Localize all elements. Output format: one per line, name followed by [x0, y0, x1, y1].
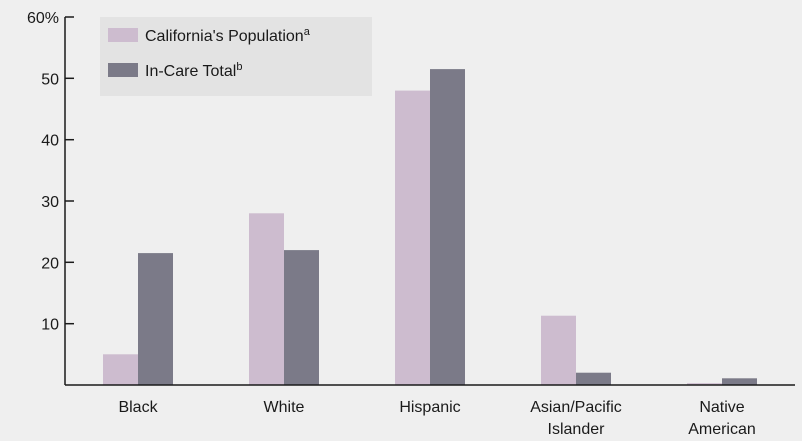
x-tick-label-5-line1: Native — [699, 399, 744, 416]
bar-series1-cat3 — [395, 90, 430, 385]
bars — [103, 69, 757, 385]
bar-series2-cat1 — [138, 253, 173, 385]
bar-series2-cat5 — [722, 378, 757, 385]
y-tick-label-1: 10 — [41, 317, 59, 334]
y-tick-label-4: 40 — [41, 133, 59, 150]
legend-swatch-1 — [108, 28, 138, 42]
x-tick-label-3: Hispanic — [399, 399, 460, 416]
x-tick-label-4-line2: Islander — [548, 421, 606, 438]
legend-label-2: In-Care Totalb — [145, 61, 242, 80]
bar-series2-cat4 — [576, 372, 611, 385]
x-tick-label-4-line1: Asian/Pacific — [530, 399, 622, 416]
legend: California's Populationa In-Care Totalb — [100, 17, 372, 96]
bar-series2-cat3 — [430, 69, 465, 385]
y-tick-label-2: 20 — [41, 255, 59, 272]
y-tick-label-6: 60% — [27, 10, 59, 27]
x-tick-label-1: Black — [118, 399, 158, 416]
axes — [64, 16, 795, 386]
y-tick-label-5: 50 — [41, 71, 59, 88]
bar-series1-cat4 — [541, 315, 576, 385]
x-tick-label-5-line2: American — [688, 421, 756, 438]
legend-swatch-2 — [108, 63, 138, 77]
x-tick-label-2: White — [264, 399, 305, 416]
bar-series1-cat1 — [103, 354, 138, 385]
legend-label-1: California's Populationa — [145, 26, 311, 45]
labels: Black White Hispanic Asian/Pacific Islander N… — [27, 10, 756, 438]
bar-series1-cat5 — [687, 383, 722, 385]
y-tick-label-3: 30 — [41, 194, 59, 211]
bar-series2-cat2 — [284, 250, 319, 385]
legend-background — [100, 17, 372, 96]
bar-series1-cat2 — [249, 213, 284, 385]
